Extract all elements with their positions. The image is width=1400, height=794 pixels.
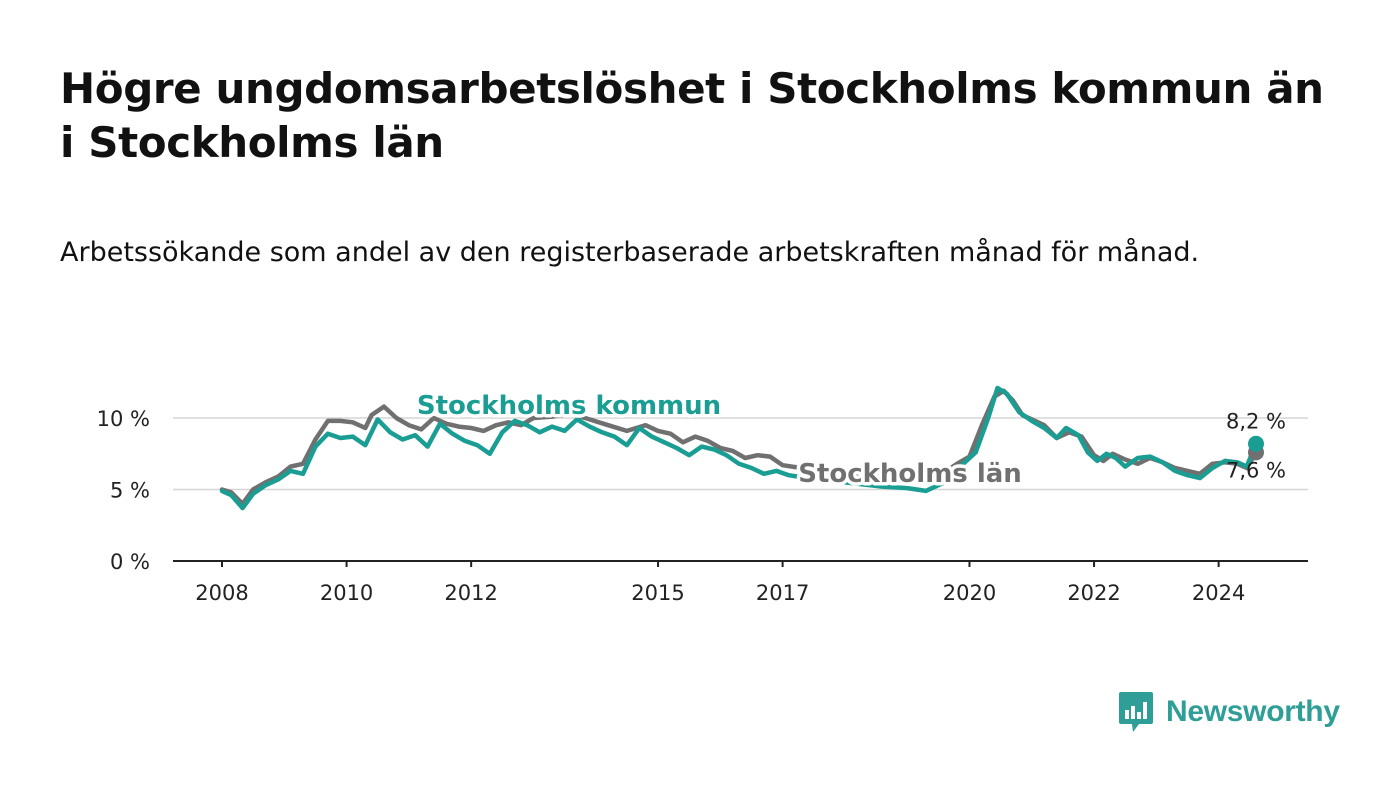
series-label-stockholms-l-n: Stockholms län (798, 459, 1022, 489)
end-value-label-stockholms-lan: 7,6 % (1226, 458, 1286, 482)
x-tick-label: 2024 (1192, 581, 1245, 605)
end-point-stockholms-kommun (1248, 435, 1264, 452)
chart-subtitle: Arbetssökande som andel av den registerb… (60, 237, 1200, 268)
series-label-halo-stockholms-kommun: Stockholms kommun (417, 391, 721, 421)
y-tick-label: 5 % (110, 479, 150, 503)
x-tick-label: 2020 (943, 581, 996, 605)
newsworthy-logo: Newsworthy (1118, 690, 1340, 734)
end-value-label-stockholms-kommun: 8,2 % (1226, 410, 1286, 434)
x-tick-label: 2010 (320, 581, 373, 605)
series-label-stockholms-kommun: Stockholms kommun (417, 391, 721, 421)
series-line-stockholms-l-n (219, 388, 1259, 507)
series-label-halo-stockholms-l-n: Stockholms län (798, 459, 1022, 489)
newsworthy-logo-icon (1119, 692, 1153, 732)
line-chart: 0 % 5 % 10 % 2008 2010 2012 2015 2017 2020 2022 20… (97, 385, 1308, 605)
x-tick-label: 2022 (1067, 581, 1120, 605)
x-tick-label: 2015 (631, 581, 684, 605)
series-line-stockholms-kommun (219, 385, 1259, 511)
x-tick-label: 2017 (756, 581, 809, 605)
x-tick-label: 2012 (444, 581, 497, 605)
chart-title: Högre ungdomsarbetslöshet i Stockholms k… (60, 64, 1324, 167)
x-tick-label: 2008 (195, 581, 248, 605)
y-tick-label: 10 % (97, 407, 150, 431)
y-tick-label: 0 % (110, 550, 150, 574)
newsworthy-logo-text: Newsworthy (1166, 695, 1340, 728)
